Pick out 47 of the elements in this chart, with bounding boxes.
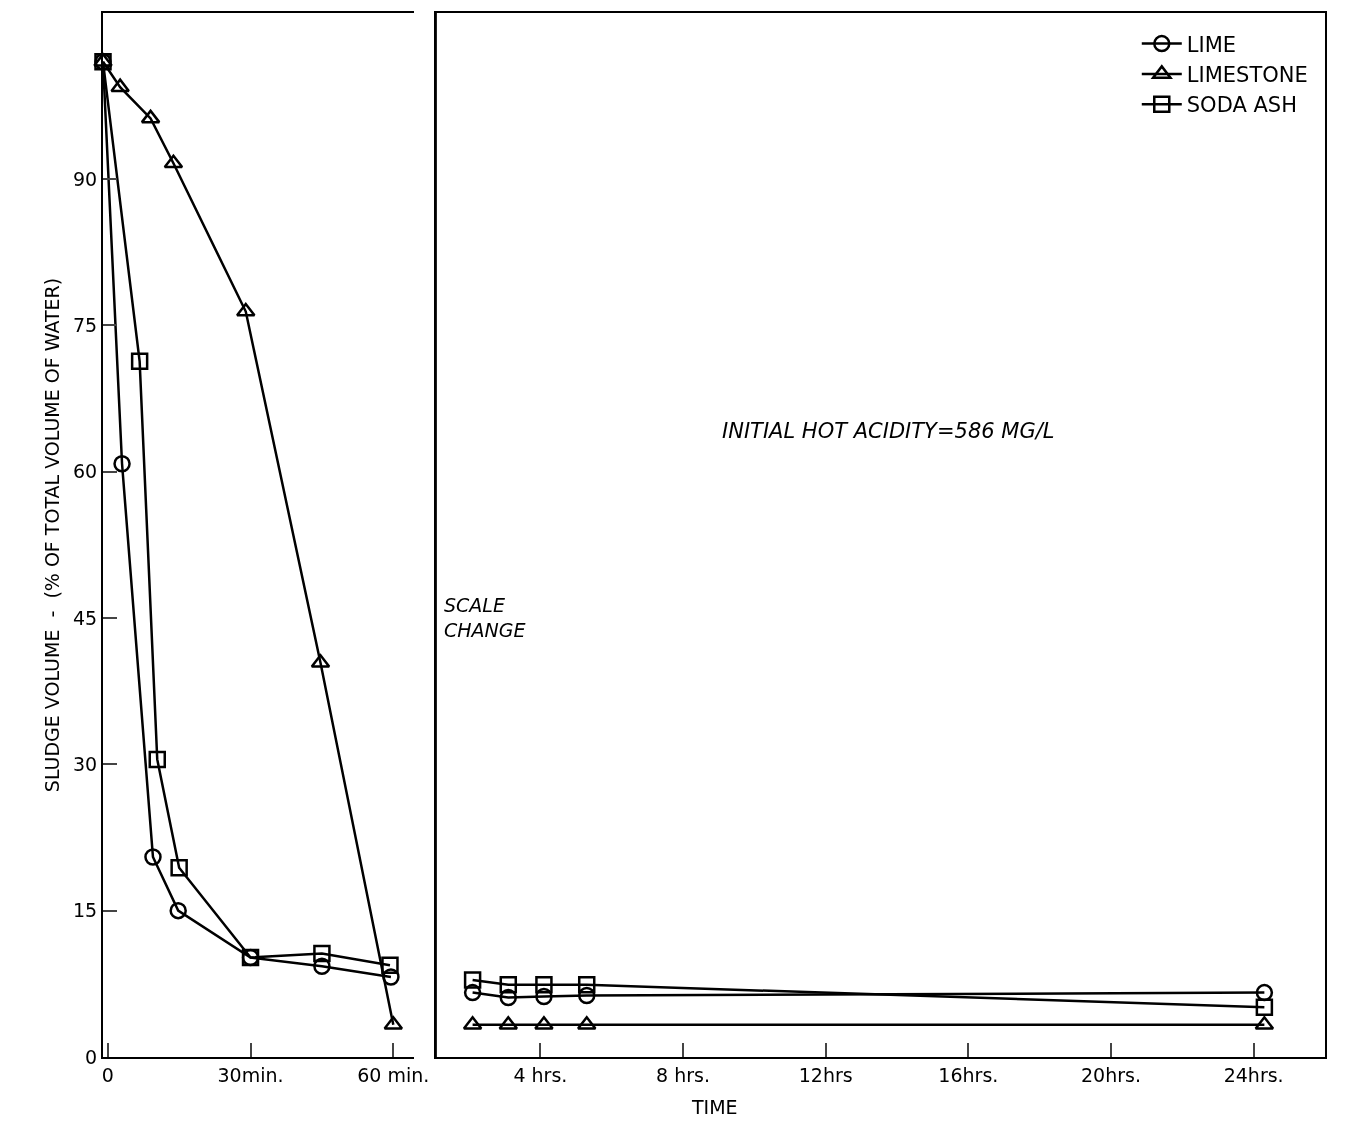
ref-line-label: SCALE CHANGE	[444, 594, 526, 641]
x-tick-label: 12hrs	[798, 1063, 853, 1086]
point	[381, 956, 399, 975]
point	[140, 109, 161, 124]
y-tick-label: 90	[73, 167, 98, 190]
legend-label: SODA ASH	[1186, 93, 1297, 118]
y-tick-label: 0	[85, 1045, 98, 1068]
x-tick-label: 16hrs.	[938, 1063, 999, 1086]
point	[463, 983, 482, 1002]
point	[235, 302, 256, 317]
point	[110, 78, 131, 93]
x-tick-label: 30min.	[217, 1063, 284, 1086]
point	[534, 1016, 554, 1030]
point	[577, 986, 596, 1005]
x-tick-label: 8 hrs.	[656, 1063, 710, 1086]
point	[313, 944, 331, 963]
point	[499, 976, 518, 994]
x-tick-label: 24hrs.	[1223, 1063, 1284, 1086]
point	[1255, 998, 1274, 1016]
point	[148, 750, 166, 769]
point	[463, 971, 482, 989]
point	[144, 848, 162, 866]
point	[535, 987, 553, 1006]
x-tick-label: 60 min.	[357, 1063, 430, 1086]
point	[163, 154, 184, 169]
legend-label: LIME	[1186, 32, 1237, 57]
y-tick-label: 45	[73, 606, 98, 629]
y-tick-label: 75	[73, 313, 98, 336]
point	[169, 901, 187, 920]
y-tick-label: 15	[73, 899, 98, 922]
legend-label: LIMESTONE	[1186, 63, 1308, 88]
x-tick-label: 4 hrs.	[513, 1063, 568, 1086]
point	[499, 988, 518, 1007]
annotation: INITIAL HOT ACIDITY=586 MG/L	[722, 419, 1055, 443]
x-axis-title: TIME	[691, 1096, 738, 1118]
y-tick-label: 60	[73, 460, 98, 483]
point	[382, 968, 400, 986]
y-axis-title: SLUDGE VOLUME - (% OF TOTAL VOLUME OF WATER)	[41, 277, 64, 793]
x-tick-label: 0	[101, 1063, 114, 1086]
x-tick-label: 20hrs.	[1081, 1063, 1141, 1086]
point	[535, 976, 553, 994]
point	[130, 352, 149, 371]
point	[577, 976, 596, 994]
y-tick-label: 30	[73, 752, 98, 775]
point	[170, 858, 188, 877]
point	[113, 455, 131, 473]
point	[313, 957, 331, 975]
